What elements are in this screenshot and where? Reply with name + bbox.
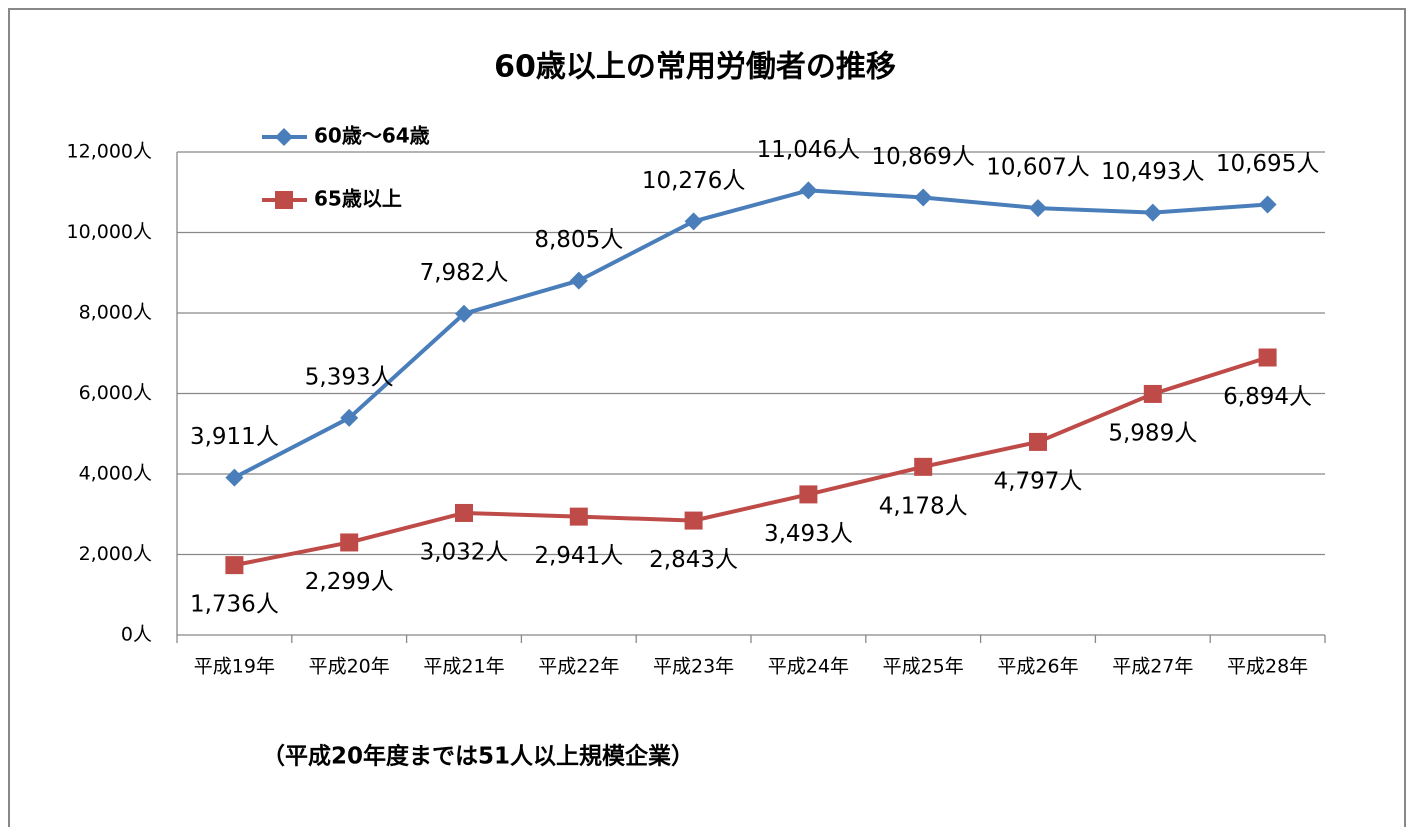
point — [340, 408, 359, 427]
point — [569, 271, 588, 290]
point — [1143, 203, 1162, 222]
data-label: 10,276人 — [642, 168, 745, 194]
data-label: 10,493人 — [1101, 159, 1204, 185]
point — [275, 128, 293, 146]
x-tick-label: 平成24年 — [768, 656, 849, 678]
y-tick-label: 2,000人 — [79, 543, 152, 565]
x-tick-label: 平成26年 — [997, 656, 1078, 678]
point — [684, 212, 703, 231]
point — [275, 191, 293, 209]
point — [799, 485, 818, 504]
point — [1029, 432, 1047, 451]
series-line — [234, 355, 1269, 568]
point — [225, 556, 244, 575]
x-tick-label: 平成27年 — [1112, 656, 1193, 678]
data-label: 6,894人 — [1223, 384, 1312, 410]
legend-label: 60歳～64歳 — [314, 124, 430, 148]
data-label: 5,989人 — [1108, 420, 1197, 446]
x-tick-label: 平成25年 — [883, 656, 964, 678]
frame — [8, 8, 1406, 827]
data-label: 10,869人 — [871, 144, 974, 170]
x-tick-label: 平成28年 — [1227, 656, 1308, 678]
data-label: 2,941人 — [534, 543, 623, 569]
data-label: 1,736人 — [190, 592, 279, 618]
y-tick-label: 4,000人 — [79, 463, 152, 485]
x-tick-label: 平成21年 — [423, 656, 504, 678]
legend-label: 65歳以上 — [314, 187, 402, 211]
data-label: 10,607人 — [986, 155, 1089, 181]
point — [914, 457, 933, 476]
y-tick-label: 6,000人 — [79, 382, 152, 404]
note: （平成20年度までは51人以上規模企業） — [262, 743, 694, 770]
point — [340, 533, 359, 552]
data-label: 8,805人 — [534, 227, 623, 253]
point — [455, 304, 473, 323]
data-label: 4,797人 — [994, 468, 1083, 494]
y-tick-label: 0人 — [121, 624, 152, 646]
data-label: 3,911人 — [190, 424, 279, 450]
y-tick-label: 12,000人 — [67, 141, 152, 163]
data-label: 11,046人 — [757, 137, 860, 163]
data-label: 2,299人 — [305, 569, 394, 595]
point — [1258, 195, 1277, 214]
data-label: 3,493人 — [764, 521, 853, 547]
point — [225, 468, 244, 487]
x-tick-label: 平成19年 — [194, 656, 275, 678]
data-label: 10,695人 — [1216, 151, 1319, 177]
point — [569, 507, 588, 526]
y-tick-label: 8,000人 — [79, 302, 152, 324]
point — [799, 181, 818, 200]
x-tick-label: 平成20年 — [309, 656, 390, 678]
point — [1143, 384, 1162, 403]
point — [455, 503, 473, 522]
data-label: 5,393人 — [305, 364, 394, 390]
point — [684, 511, 703, 530]
data-label: 4,178人 — [879, 493, 968, 519]
point — [914, 188, 933, 207]
point — [1029, 199, 1047, 218]
chart-title: 60歳以上の常用労働者の推移 — [494, 50, 896, 85]
data-label: 2,843人 — [649, 547, 738, 573]
x-tick-label: 平成23年 — [653, 656, 734, 678]
point — [1258, 348, 1277, 367]
series-line — [233, 188, 1268, 480]
data-label: 3,032人 — [420, 539, 509, 565]
data-label: 7,982人 — [420, 260, 509, 286]
y-tick-label: 10,000人 — [67, 221, 152, 243]
x-tick-label: 平成22年 — [538, 656, 619, 678]
